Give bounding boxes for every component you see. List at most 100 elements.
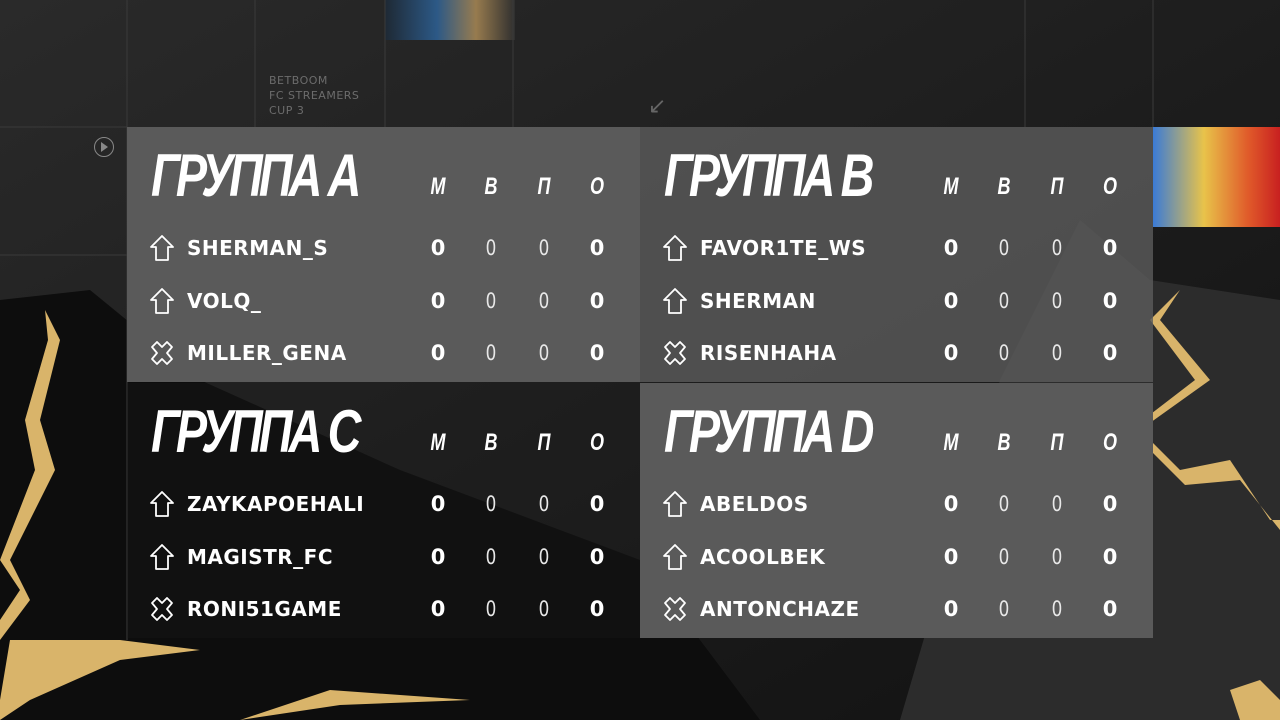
- stat-value: 0: [998, 288, 1010, 313]
- stat-value: 0: [430, 544, 446, 569]
- stat-value: 0: [1102, 544, 1118, 569]
- stat-value: 0: [589, 236, 605, 260]
- brand-line: CUP 3: [269, 104, 305, 117]
- stat-value: 0: [538, 236, 550, 260]
- table-row: VOLQ_ 0 0 0 0: [127, 281, 640, 321]
- column-header: О: [589, 173, 604, 200]
- column-header: М: [430, 429, 446, 456]
- stat-value: 0: [1051, 544, 1063, 569]
- stat-value: 0: [1102, 492, 1118, 516]
- arrow-up-icon: [149, 490, 175, 518]
- cross-icon: [662, 339, 688, 367]
- stat-value: 0: [538, 288, 550, 313]
- column-header: М: [943, 173, 959, 200]
- column-header: В: [484, 429, 498, 456]
- stat-value: 0: [589, 492, 605, 516]
- player-name: ANTONCHAZE: [700, 597, 860, 621]
- stat-value: 0: [589, 288, 605, 313]
- stat-value: 0: [998, 341, 1010, 365]
- stat-value: 0: [1102, 341, 1118, 365]
- player-name: MILLER_GENA: [187, 341, 347, 365]
- stat-value: 0: [538, 597, 550, 621]
- stat-value: 0: [485, 597, 497, 621]
- player-name: ZAYKAPOEHALI: [187, 492, 365, 516]
- group-panel: ГРУППА A М В П О SHERMAN_S 0 0 0 0 VOLQ_ 0 0 0 0 MIL…: [127, 127, 640, 382]
- column-header: О: [1102, 173, 1117, 200]
- play-icon: [94, 137, 114, 157]
- table-row: ACOOLBEK 0 0 0 0: [640, 537, 1153, 577]
- stat-value: 0: [998, 597, 1010, 621]
- player-name: MAGISTR_FC: [187, 544, 334, 569]
- stat-value: 0: [1051, 236, 1063, 260]
- stat-value: 0: [943, 492, 959, 516]
- stat-value: 0: [538, 341, 550, 365]
- cross-icon: [149, 339, 175, 367]
- stat-value: 0: [485, 236, 497, 260]
- stat-value: 0: [485, 492, 497, 516]
- column-header: В: [997, 429, 1011, 456]
- player-name: ABELDOS: [700, 492, 809, 516]
- table-row: SHERMAN_S 0 0 0 0: [127, 228, 640, 268]
- stat-value: 0: [589, 544, 605, 569]
- stat-value: 0: [485, 341, 497, 365]
- stat-value: 0: [430, 288, 446, 313]
- player-name: SHERMAN: [700, 288, 816, 313]
- table-row: SHERMAN 0 0 0 0: [640, 281, 1153, 321]
- player-name: VOLQ_: [187, 288, 262, 313]
- stat-value: 0: [430, 236, 446, 260]
- stat-value: 0: [538, 492, 550, 516]
- arrow-up-icon: [149, 287, 175, 315]
- group-title: ГРУППА D: [664, 398, 874, 465]
- stat-value: 0: [538, 544, 550, 569]
- stat-value: 0: [1102, 597, 1118, 621]
- stat-value: 0: [943, 544, 959, 569]
- table-row: ZAYKAPOEHALI 0 0 0 0: [127, 484, 640, 524]
- stat-value: 0: [998, 492, 1010, 516]
- table-row: ABELDOS 0 0 0 0: [640, 484, 1153, 524]
- stat-value: 0: [1051, 492, 1063, 516]
- arrow-up-icon: [662, 543, 688, 571]
- group-title: ГРУППА C: [151, 398, 361, 465]
- brand-line: BETBOOM: [269, 74, 328, 87]
- player-name: SHERMAN_S: [187, 236, 329, 260]
- group-panel: ГРУППА B М В П О FAVOR1TE_WS 0 0 0 0 SHERMAN 0 0 0 0…: [640, 127, 1153, 382]
- stat-value: 0: [998, 544, 1010, 569]
- arrow-up-icon: [149, 234, 175, 262]
- arrow-down-left-icon: ↙: [648, 94, 667, 119]
- player-name: ACOOLBEK: [700, 544, 826, 569]
- column-header: П: [537, 173, 551, 200]
- group-title: ГРУППА A: [151, 142, 361, 209]
- group-panel: ГРУППА D М В П О ABELDOS 0 0 0 0 ACOOLBEK 0 0 0 0 AN…: [640, 383, 1153, 638]
- table-row: RISENHAHA 0 0 0 0: [640, 333, 1153, 373]
- player-name: RONI51GAME: [187, 597, 342, 621]
- table-row: RONI51GAME 0 0 0 0: [127, 589, 640, 629]
- stat-value: 0: [430, 341, 446, 365]
- column-header: М: [943, 429, 959, 456]
- stat-value: 0: [943, 288, 959, 313]
- event-logo-text: BETBOOM FC STREAMERS CUP 3: [269, 73, 359, 118]
- stat-value: 0: [943, 597, 959, 621]
- player-name: RISENHAHA: [700, 341, 837, 365]
- cross-icon: [662, 595, 688, 623]
- table-row: FAVOR1TE_WS 0 0 0 0: [640, 228, 1153, 268]
- column-header: П: [1050, 173, 1064, 200]
- arrow-up-icon: [662, 490, 688, 518]
- cross-icon: [149, 595, 175, 623]
- stat-value: 0: [1051, 341, 1063, 365]
- arrow-up-icon: [662, 287, 688, 315]
- table-row: ANTONCHAZE 0 0 0 0: [640, 589, 1153, 629]
- stat-value: 0: [1051, 288, 1063, 313]
- stat-value: 0: [430, 597, 446, 621]
- player-name: FAVOR1TE_WS: [700, 236, 867, 260]
- stat-value: 0: [943, 341, 959, 365]
- arrow-up-icon: [662, 234, 688, 262]
- stat-value: 0: [1102, 236, 1118, 260]
- column-header: В: [484, 173, 498, 200]
- stat-value: 0: [1051, 597, 1063, 621]
- stat-value: 0: [998, 236, 1010, 260]
- stat-value: 0: [485, 288, 497, 313]
- column-header: О: [1102, 429, 1117, 456]
- column-header: П: [1050, 429, 1064, 456]
- stat-value: 0: [485, 544, 497, 569]
- stat-value: 0: [943, 236, 959, 260]
